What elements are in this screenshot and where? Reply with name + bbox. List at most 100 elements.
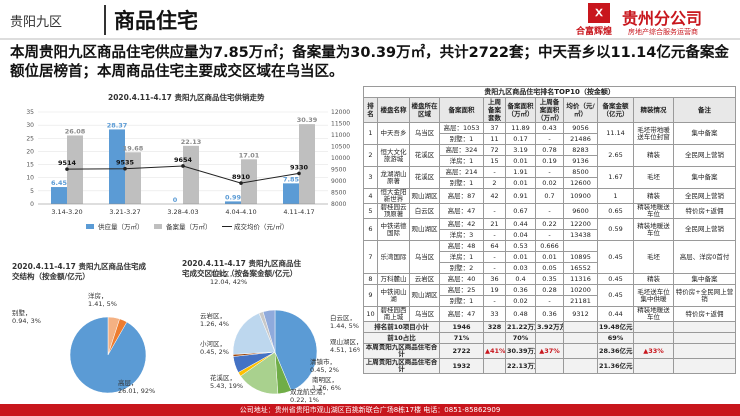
table-cell: 0.03 [505, 262, 536, 274]
data-label-sales: 26.08 [65, 127, 86, 135]
table-cell: 3.19 [505, 144, 536, 156]
table-row: 8 万科麓山 云岩区 高层：40 36 0.4 0.35 11316 0.45 精装 集中备案 [363, 273, 737, 285]
table-cell: 高层、洋房0首付 [672, 240, 737, 274]
table-cell: 0.17 [505, 133, 536, 145]
table-row: 1 中天吾乡 乌当区 高层：1053 37 11.89 0.43 9056 11.14 毛坯带地暖… [363, 122, 737, 145]
summary-cell: 71% [439, 332, 484, 344]
pie-slice [69, 316, 147, 394]
x-tick-label: 3.21-3.27 [109, 208, 140, 216]
table-cell: 0.01 [505, 177, 536, 189]
summary-cell [535, 332, 564, 344]
price-point [181, 164, 185, 168]
column-header: 上周备案套数 [483, 97, 506, 123]
table-cell: 高层：47 [439, 203, 484, 219]
table-cell: 72 [483, 144, 506, 156]
table-cell: 11.14 [597, 122, 634, 145]
pie-value: 12.04, 42% [210, 278, 247, 286]
table-cell: 洋房：1 [439, 251, 484, 263]
table-cell: 9136 [563, 155, 598, 167]
table-cell: 花溪区 [409, 144, 440, 167]
table-cell: 精装 [633, 273, 674, 285]
table-cell: 33 [483, 306, 506, 322]
x-tick-label: 4.04-4.10 [225, 208, 256, 216]
data-label-price: 8910 [232, 173, 251, 181]
table-cell: 3 [363, 166, 378, 189]
table-cell: 0.19 [535, 155, 564, 167]
table-cell: 白云区 [409, 203, 440, 219]
table-cell: 7 [363, 240, 378, 274]
summary-cell [535, 358, 564, 374]
table-cell: 全民网上营销 [672, 188, 737, 204]
table-cell: 0.45 [597, 240, 634, 274]
summary-cell: 22.13万方 [505, 358, 536, 374]
table-cell: 别墅：1 [439, 295, 484, 307]
summary-cell [563, 321, 598, 333]
table-cell: 0.7 [535, 188, 564, 204]
summary-cell [563, 358, 598, 374]
pie-value: 0.45, 2% [200, 348, 229, 356]
pie-value: 0.94, 3% [12, 317, 41, 325]
summary-cell [483, 332, 506, 344]
data-label-price: 9535 [116, 159, 135, 167]
pie-value: 0.45, 2% [310, 366, 339, 374]
table-cell: 0.04 [505, 229, 536, 241]
table-cell: 高层：25 [439, 284, 484, 296]
bar-sales [125, 152, 141, 204]
table-cell: 0.44 [505, 218, 536, 230]
table-cell: 4 [363, 188, 378, 204]
table-cell: 乐湾国际 [377, 240, 410, 274]
table-cell: 精装 [633, 188, 674, 204]
x-tick-label: 4.11-4.17 [283, 208, 314, 216]
table-cell: 乌当区 [409, 122, 440, 145]
summary-cell: 上周贵阳九区商品住宅合计 [363, 358, 440, 374]
table-cell: 碧桂园西南上城 [377, 306, 410, 322]
logo-name: 合富辉煌 [576, 27, 613, 37]
pie-label: 花溪区， [210, 373, 236, 382]
table-cell: 高层：48 [439, 240, 484, 252]
table-cell: 高层：87 [439, 188, 484, 204]
table-cell: 0.35 [535, 273, 564, 285]
table-cell: 9312 [563, 306, 598, 322]
table-row: 别墅：2-0.03 0.05 16552 [364, 262, 736, 274]
table-cell: 1 [597, 188, 634, 204]
summary-cell: 1946 [439, 321, 484, 333]
y-tick-label: 5 [30, 188, 34, 195]
column-header: 均价（元/㎡） [563, 97, 598, 123]
pie-value: 4.51, 16% [330, 346, 360, 354]
table-cell: 中铁阅山湖 [377, 284, 410, 307]
table-row: 5 碧桂园云顶原著 白云区 高层：47-0.67-9600 0.65 精装地暖送车位 特价房… [363, 203, 737, 219]
data-label-price: 9654 [174, 156, 193, 164]
summary-cell [672, 343, 737, 359]
table-cell: 8 [363, 273, 378, 285]
column-header: 备案面积（万㎡） [505, 97, 536, 123]
summary-cell: 2722 [439, 343, 484, 359]
pie-label: 白云区， [330, 313, 356, 322]
table-cell: 1 [363, 122, 378, 145]
pie-value: 1.41, 5% [88, 300, 117, 308]
pie-value: 1.26, 4% [200, 320, 229, 328]
data-label-supply: 0 [173, 196, 178, 204]
table-row: 2 恒大文化旅游城 花溪区 高层：324 72 3.19 0.78 8283 2.65 精装 全民网… [363, 144, 737, 167]
table-cell: 0.666 [535, 240, 564, 252]
table-cell: 中铁诺德国际 [377, 218, 410, 241]
table-cell: 0.05 [535, 262, 564, 274]
legend-label: 备案量（万㎡） [166, 222, 212, 231]
chart-title-line2: 交结构（按金额/亿元） [12, 271, 90, 281]
y-tick-label: 10 [26, 175, 34, 182]
pie-slice [274, 309, 318, 392]
table-row: 3 龙湖湖山原著 花溪区 高层：214-1.91-8500 1.67 毛坯 集中备案 [363, 166, 737, 189]
legend-label: 成交均价（元/㎡） [234, 222, 288, 231]
table-cell: 万科麓山 [377, 273, 410, 285]
pie-label: 洋房， [88, 291, 108, 300]
summary-cell: ▲41% [483, 343, 506, 359]
table-cell: 高层：324 [439, 144, 484, 156]
region-label: 贵阳九区 [10, 15, 63, 30]
table-cell: 乌当区 [409, 240, 440, 274]
table-cell: 21486 [563, 133, 598, 145]
table-row: 10 碧桂园西南上城 乌当区 高层：47 33 0.48 0.36 9312 0.44 精装地暖送… [363, 306, 737, 322]
table-cell: 高层：42 [439, 218, 484, 230]
column-header: 排名 [363, 97, 378, 123]
table-cell: 36 [483, 273, 506, 285]
table-cell: 观山湖区 [409, 218, 440, 241]
pie-label: 南明区， [312, 375, 338, 384]
